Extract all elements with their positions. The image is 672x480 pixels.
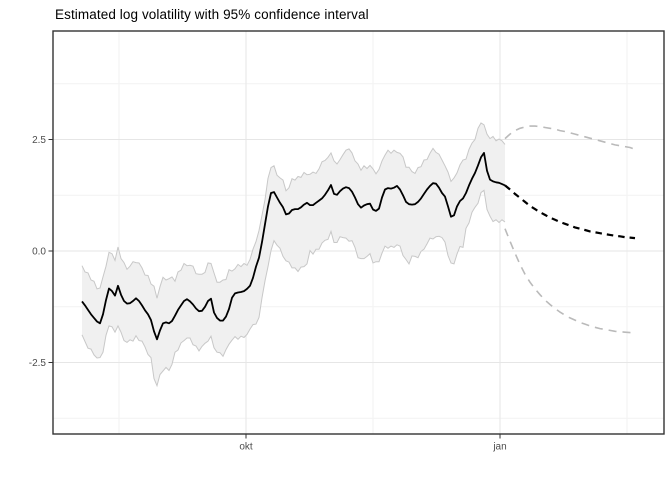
y-tick-label-0.0: 0.0 — [32, 247, 46, 258]
forecast-ci-upper-line — [504, 125, 636, 151]
panel-border — [52, 30, 665, 435]
history-mean-line — [81, 152, 506, 341]
x-tick-label-jan: jan — [492, 442, 506, 453]
plot-title: Estimated log volatility with 95% confid… — [55, 7, 369, 22]
y-tick-label-2.5: 2.5 — [32, 135, 46, 146]
ci-lower-line — [81, 189, 506, 388]
forecast-ci-lower-line — [504, 228, 636, 334]
forecast-mean-line — [504, 184, 636, 240]
y-tick-label--2.5: -2.5 — [29, 358, 47, 369]
ci-upper-line — [81, 122, 506, 299]
x-tick-label-okt: okt — [239, 442, 253, 453]
